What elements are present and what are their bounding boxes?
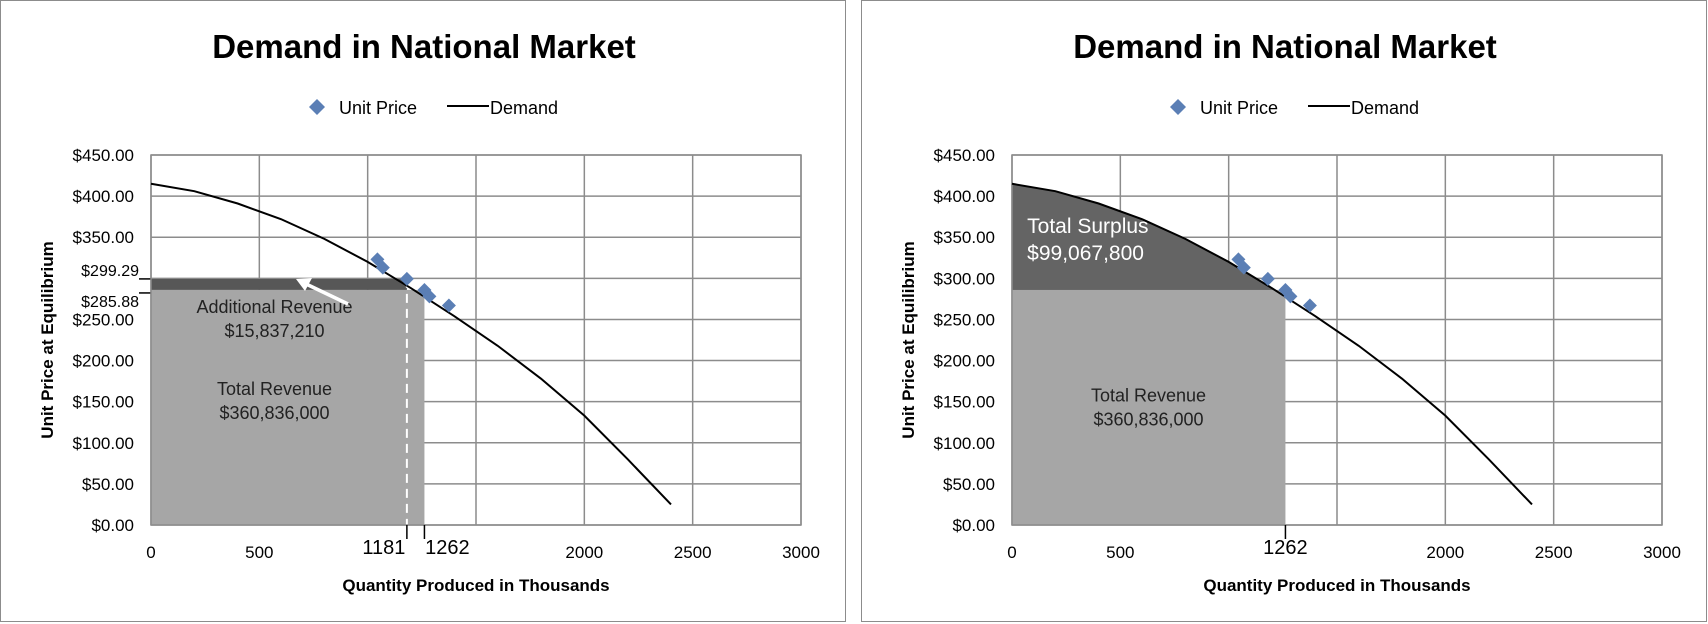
y-tick-label: $350.00: [934, 228, 995, 247]
y-tick-label: $400.00: [73, 187, 134, 206]
plot-border: [1011, 154, 1663, 526]
area-total-revenue: [151, 289, 425, 525]
legend: Unit Price Demand: [1170, 98, 1419, 118]
data-point-unit-price: [1278, 282, 1293, 297]
x-tick-label: 500: [1106, 543, 1134, 562]
area-additional-revenue: [151, 278, 407, 290]
legend-label-unit-price: Unit Price: [339, 98, 417, 118]
x-axis-title: Quantity Produced in Thousands: [1203, 576, 1470, 595]
demand-line: [1011, 182, 1533, 506]
y-tick-label: $100.00: [934, 434, 995, 453]
y-tick-label: $450.00: [934, 146, 995, 165]
data-point-unit-price: [1236, 260, 1251, 275]
x-tick-label: 2500: [1535, 543, 1573, 562]
area-label-total-surplus: Total Surplus: [1027, 215, 1148, 238]
annotation-areas: [1012, 183, 1286, 525]
data-point-unit-price: [399, 271, 414, 286]
y-tick-label: $250.00: [73, 310, 134, 329]
y-tick-label: $450.00: [73, 146, 134, 165]
chart-title: Demand in National Market: [1073, 28, 1497, 65]
x-tick-label: 3000: [1643, 543, 1681, 562]
x-tick-label: 2500: [674, 543, 712, 562]
y-tick-label: $0.00: [952, 516, 995, 535]
demand-line: [150, 182, 672, 506]
quantity-label: 1181: [362, 537, 405, 559]
x-tick-label: 500: [245, 543, 273, 562]
area-label-additional-revenue: $15,837,210: [224, 321, 324, 341]
data-point-unit-price: [375, 260, 390, 275]
annotation-arrowhead-icon: [296, 278, 312, 291]
legend-label-unit-price: Unit Price: [1200, 98, 1278, 118]
data-point-unit-price: [441, 298, 456, 313]
y-tick-label: $100.00: [73, 434, 134, 453]
y-tick-label: $200.00: [934, 352, 995, 371]
chart-panel-left: Demand in National Market Unit Price Deman…: [0, 0, 846, 622]
y-tick-label: $350.00: [73, 228, 134, 247]
annotation-arrow-line: [303, 281, 349, 306]
area-label-total-surplus: $99,067,800: [1027, 242, 1144, 265]
x-tick-label: 3000: [782, 543, 820, 562]
y-tick-label: $200.00: [73, 352, 134, 371]
y-tick-label: $400.00: [934, 187, 995, 206]
y-axis-title: Unit Price at Equilibrium: [38, 241, 57, 438]
legend-diamond-icon: [309, 99, 325, 115]
x-tick-label: 2000: [565, 543, 603, 562]
area-label-additional-revenue: Additional Revenue: [196, 297, 352, 317]
plot-border: [150, 154, 802, 526]
quantity-label: 1262: [425, 537, 470, 559]
area-label-total-revenue: $360,836,000: [219, 403, 329, 423]
x-tick-label: 2000: [1426, 543, 1464, 562]
area-total-revenue: [1012, 289, 1286, 525]
legend-label-demand: Demand: [1351, 98, 1419, 118]
y-tick-label: $250.00: [934, 310, 995, 329]
x-axis-title: Quantity Produced in Thousands: [342, 576, 609, 595]
y-tick-label: $300.00: [934, 269, 995, 288]
area-label-total-revenue: $360,836,000: [1093, 410, 1203, 430]
area-total-surplus: [1012, 183, 1286, 297]
price-label: $285.88: [81, 294, 139, 311]
data-point-unit-price: [1283, 289, 1298, 304]
chart-panel-right: Demand in National Market Unit Price Deman…: [861, 0, 1707, 622]
annotation-areas: [151, 278, 425, 525]
quantity-label: 1262: [1263, 537, 1308, 559]
y-tick-label: $150.00: [934, 393, 995, 412]
x-tick-label: 0: [1007, 543, 1016, 562]
y-axis-title: Unit Price at Equilibrium: [899, 241, 918, 438]
area-label-total-revenue: Total Revenue: [217, 379, 332, 399]
x-tick-label: 0: [146, 543, 155, 562]
data-point-unit-price: [1260, 271, 1275, 286]
price-label: $299.29: [81, 263, 139, 280]
legend: Unit Price Demand: [309, 98, 558, 118]
area-label-total-revenue: Total Revenue: [1091, 386, 1206, 406]
y-tick-label: $50.00: [943, 475, 995, 494]
chart-svg-right: Demand in National Market Unit Price Deman…: [899, 28, 1681, 595]
chart-title: Demand in National Market: [212, 28, 636, 65]
data-point-unit-price: [422, 289, 437, 304]
legend-diamond-icon: [1170, 99, 1186, 115]
y-tick-label: $0.00: [91, 516, 134, 535]
data-point-unit-price: [1302, 298, 1317, 313]
y-tick-label: $150.00: [73, 393, 134, 412]
chart-svg-left: Demand in National Market Unit Price Deman…: [38, 28, 820, 595]
y-tick-label: $50.00: [82, 475, 134, 494]
legend-label-demand: Demand: [490, 98, 558, 118]
